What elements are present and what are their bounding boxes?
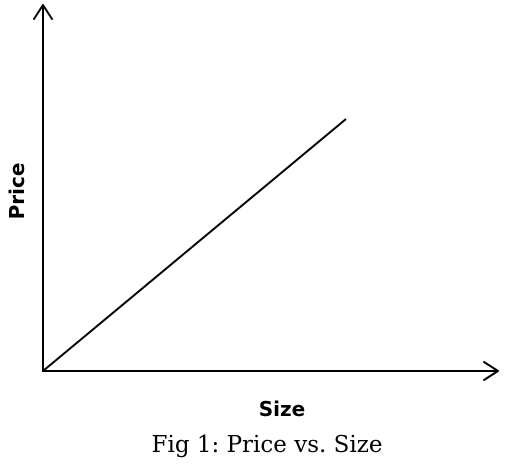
x-axis-label: Size bbox=[259, 397, 305, 421]
figure-caption: Fig 1: Price vs. Size bbox=[152, 432, 383, 458]
series-layer bbox=[42, 118, 347, 372]
y-axis-label: Price bbox=[5, 163, 29, 220]
series-line-0 bbox=[42, 118, 347, 372]
y-axis bbox=[33, 4, 53, 372]
x-axis-arrow bbox=[483, 361, 499, 381]
x-axis bbox=[43, 361, 499, 381]
y-axis-arrow bbox=[33, 4, 53, 20]
